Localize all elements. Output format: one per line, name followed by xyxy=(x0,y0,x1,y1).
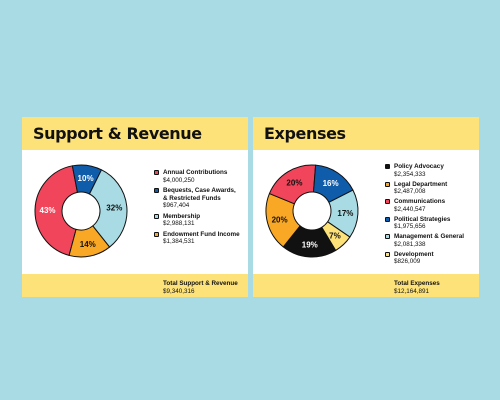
expenses-legend-label: Political Strategies xyxy=(394,215,451,223)
expenses-legend-swatch xyxy=(385,199,390,204)
expenses-legend-swatch xyxy=(385,216,390,222)
expenses-donut-chart: 19% 20% 20% 16% 17% 7% xyxy=(265,164,359,258)
expenses-legend-label: Management & General xyxy=(394,233,464,240)
expenses-total-label: Total Expenses xyxy=(394,280,440,287)
support-legend-swatch xyxy=(154,170,159,175)
expenses-legend-value: $1,975,656 xyxy=(394,223,426,230)
expenses-legend-item: Legal Department $2,487,008 xyxy=(385,181,477,196)
support-legend-item: Annual Contributions $4,000,250 xyxy=(154,169,246,184)
support-slice-membership xyxy=(88,169,128,248)
support-legend-item: Membership $2,988,131 xyxy=(154,213,246,228)
support-header: Support & Revenue xyxy=(22,117,248,150)
support-revenue-card: Support & Revenue 43% 10% 32% 14% Annual Co… xyxy=(22,117,248,297)
support-total: Total Support & Revenue $9,340,316 xyxy=(163,280,238,295)
support-title: Support & Revenue xyxy=(33,124,202,143)
support-percent-label: 10% xyxy=(78,174,94,183)
expenses-legend-swatch xyxy=(385,251,390,257)
support-legend-label: Annual Contributions xyxy=(163,169,228,176)
expenses-total: Total Expenses $12,164,891 xyxy=(394,280,440,295)
expenses-legend-value: $2,081,338 xyxy=(394,240,426,248)
support-percent-label: 32% xyxy=(106,204,122,213)
support-total-label: Total Support & Revenue xyxy=(163,280,238,287)
expenses-percent-label: 19% xyxy=(302,240,318,249)
expenses-legend: Policy Advocacy $2,354,333 Legal Departmen… xyxy=(385,163,477,268)
expenses-legend-swatch xyxy=(385,181,390,187)
expenses-legend-item: Policy Advocacy $2,354,333 xyxy=(385,163,477,178)
support-legend-swatch xyxy=(154,213,159,219)
support-footer xyxy=(22,274,248,297)
support-legend-item: Endowment Fund Income $1,384,531 xyxy=(154,231,246,246)
expenses-legend-label: Development xyxy=(394,250,434,258)
expenses-legend-item: Communications $2,440,547 xyxy=(385,198,477,213)
support-slice-annual-contributions xyxy=(34,165,78,256)
support-legend-item: Bequests, Case Awards, & Restricted Funds… xyxy=(154,187,246,210)
expenses-total-value: $12,164,891 xyxy=(394,287,430,295)
expenses-legend-value: $2,354,333 xyxy=(394,170,426,178)
support-legend-value: $4,000,250 xyxy=(163,176,195,184)
expenses-legend-item: Development $826,009 xyxy=(385,251,477,266)
expenses-legend-swatch xyxy=(385,234,390,239)
support-legend-swatch xyxy=(154,231,159,237)
support-percent-label: 14% xyxy=(80,240,96,249)
support-total-value: $9,340,316 xyxy=(163,287,195,295)
expenses-percent-label: 17% xyxy=(337,209,353,218)
expenses-title: Expenses xyxy=(264,124,346,143)
expenses-legend-label: Policy Advocacy xyxy=(394,163,444,170)
expenses-legend-item: Management & General $2,081,338 xyxy=(385,233,477,248)
support-legend-label: Membership xyxy=(163,212,201,220)
expenses-percent-label: 20% xyxy=(272,215,288,224)
support-legend-swatch xyxy=(154,188,159,193)
expenses-legend-item: Political Strategies $1,975,656 xyxy=(385,216,477,231)
expenses-percent-label: 20% xyxy=(286,178,302,187)
support-slice-endowment-fund-income xyxy=(68,225,111,258)
expenses-percent-label: 16% xyxy=(323,179,339,188)
support-legend-label: Endowment Fund Income xyxy=(163,230,240,238)
support-legend-label: & Restricted Funds xyxy=(163,194,221,202)
expenses-header: Expenses xyxy=(253,117,479,150)
expenses-legend-label: Communications xyxy=(394,198,446,205)
support-legend-value: $2,988,131 xyxy=(163,220,195,227)
expenses-legend-value: $826,009 xyxy=(394,258,421,265)
support-donut-chart: 43% 10% 32% 14% xyxy=(34,164,128,258)
expenses-legend-label: Legal Department xyxy=(394,180,448,188)
support-legend-value: $967,404 xyxy=(163,202,190,209)
expenses-slice-development xyxy=(321,221,351,251)
expenses-legend-swatch xyxy=(385,164,390,169)
expenses-card: Expenses 19% 20% 20% 16% 17% 7% Policy Advoca… xyxy=(253,117,479,297)
support-legend: Annual Contributions $4,000,250 Bequests, … xyxy=(154,169,246,249)
expenses-legend-value: $2,487,008 xyxy=(394,188,426,195)
expenses-legend-value: $2,440,547 xyxy=(394,205,426,213)
support-legend-label: Bequests, Case Awards, xyxy=(163,187,236,194)
expenses-footer xyxy=(253,274,479,297)
expenses-percent-label: 7% xyxy=(329,231,341,240)
support-legend-value: $1,384,531 xyxy=(163,238,195,245)
support-percent-label: 43% xyxy=(40,206,56,215)
